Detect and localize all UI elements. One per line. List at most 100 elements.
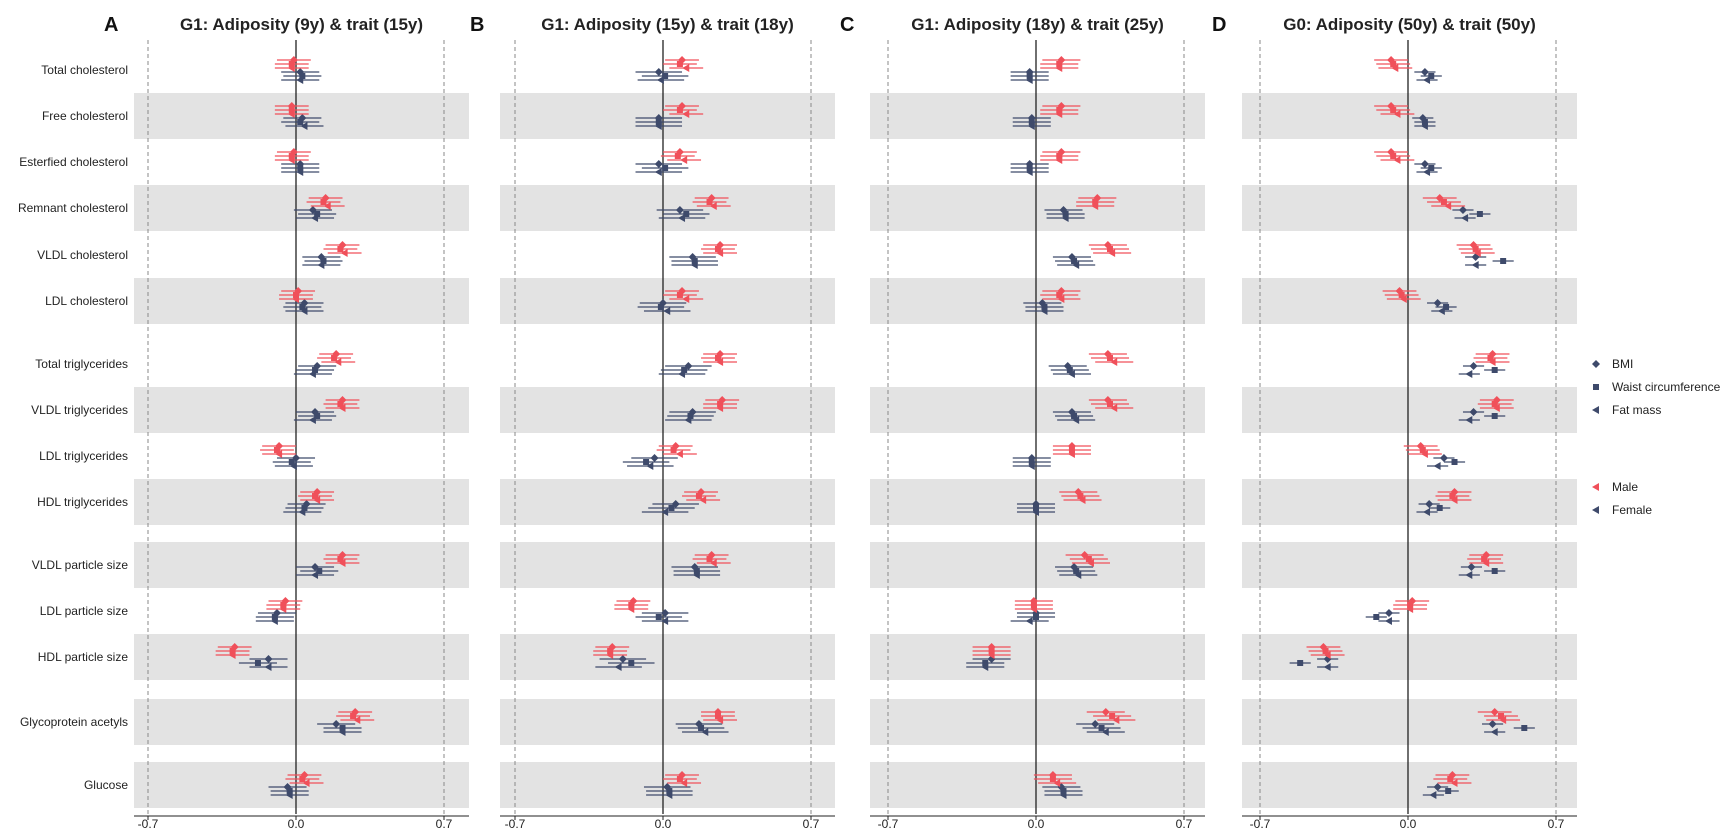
point-female — [662, 73, 669, 79]
point-female — [316, 568, 323, 574]
point-male — [607, 648, 614, 654]
row-band — [500, 634, 835, 680]
x-tick-label: 0.7 — [803, 817, 820, 830]
point-female — [662, 165, 669, 171]
point-male — [313, 496, 321, 504]
row-band — [134, 762, 469, 808]
point-female — [1028, 119, 1035, 125]
point-female — [308, 416, 316, 424]
point-female — [300, 307, 308, 315]
row-band — [870, 185, 1205, 231]
point-male — [1499, 716, 1507, 724]
point-female — [650, 454, 659, 462]
legend-marker-diamond — [1592, 360, 1600, 368]
point-female — [1026, 165, 1033, 171]
row-band — [134, 634, 469, 680]
point-male — [1055, 110, 1063, 118]
point-female — [1428, 165, 1435, 171]
point-male — [1055, 64, 1063, 72]
point-male — [1030, 602, 1037, 608]
point-female — [1429, 791, 1437, 799]
point-female — [289, 462, 297, 470]
point-female — [614, 663, 622, 671]
legend-label: Male — [1612, 480, 1638, 494]
point-male — [1109, 713, 1116, 719]
point-female — [314, 413, 321, 419]
point-female — [1439, 454, 1448, 462]
point-male — [280, 602, 287, 608]
point-female — [271, 614, 278, 620]
point-male — [1444, 202, 1452, 210]
legend-marker-triangle — [1592, 406, 1599, 414]
point-female — [678, 370, 686, 378]
point-male — [709, 559, 717, 567]
point-male — [628, 602, 635, 608]
x-tick-label: -0.7 — [505, 817, 526, 830]
point-male — [1110, 404, 1118, 412]
point-male — [695, 493, 702, 499]
row-band — [134, 185, 469, 231]
point-male — [320, 199, 327, 205]
point-male — [337, 556, 344, 562]
point-male — [1450, 496, 1458, 504]
point-female — [288, 459, 295, 465]
trait-label: LDL particle size — [40, 604, 129, 618]
point-female — [657, 304, 664, 310]
point-female — [1074, 571, 1082, 579]
x-tick-label: 0.0 — [288, 817, 305, 830]
point-female — [1465, 416, 1473, 424]
point-male — [287, 64, 295, 72]
point-female — [1384, 609, 1393, 617]
legend-marker-square — [1593, 384, 1599, 390]
point-female — [1433, 299, 1442, 307]
panels: -0.7 0.0 0.7 A G1: Adiposity (9y) & trait (1… — [104, 14, 1577, 830]
point-female — [299, 73, 306, 79]
point-female — [661, 508, 669, 516]
point-male — [287, 156, 295, 164]
point-male — [1078, 496, 1086, 504]
point-male — [714, 246, 721, 252]
panel-a: -0.7 0.0 0.7 A G1: Adiposity (9y) & trait (1… — [104, 14, 469, 830]
point-female — [1465, 370, 1473, 378]
point-female — [1467, 563, 1476, 571]
point-female — [656, 76, 664, 84]
point-female — [1062, 211, 1069, 217]
row-band — [134, 278, 469, 324]
point-male — [706, 556, 713, 562]
legend-label: Fat mass — [1612, 403, 1661, 417]
point-male — [699, 496, 707, 504]
point-female — [298, 508, 306, 516]
point-female — [1469, 362, 1478, 370]
point-female — [1027, 462, 1035, 470]
point-female — [296, 168, 304, 176]
point-female — [646, 462, 654, 470]
point-male — [1491, 401, 1498, 407]
point-male — [1107, 246, 1113, 252]
point-male — [676, 107, 683, 113]
point-male — [293, 292, 299, 298]
point-male — [716, 249, 724, 257]
row-band — [1242, 185, 1577, 231]
point-female — [1041, 304, 1048, 310]
point-male — [706, 199, 713, 205]
trait-label: HDL particle size — [38, 650, 129, 664]
point-female — [1101, 728, 1109, 736]
point-female — [654, 122, 662, 130]
point-male — [1492, 404, 1500, 412]
point-female — [1027, 122, 1035, 130]
point-female — [311, 214, 319, 222]
panel-c: -0.7 0.0 0.7 C G1: Adiposity (18y) & trait (… — [840, 14, 1205, 830]
point-female — [678, 214, 686, 222]
point-female — [1373, 614, 1380, 620]
point-female — [1433, 783, 1442, 791]
point-male — [1420, 450, 1428, 458]
row-band — [1242, 278, 1577, 324]
point-female — [1469, 408, 1478, 416]
point-female — [332, 720, 341, 728]
point-female — [691, 258, 698, 264]
point-female — [1471, 261, 1479, 269]
point-male — [334, 358, 342, 366]
row-band — [500, 387, 835, 433]
point-male — [340, 249, 348, 257]
